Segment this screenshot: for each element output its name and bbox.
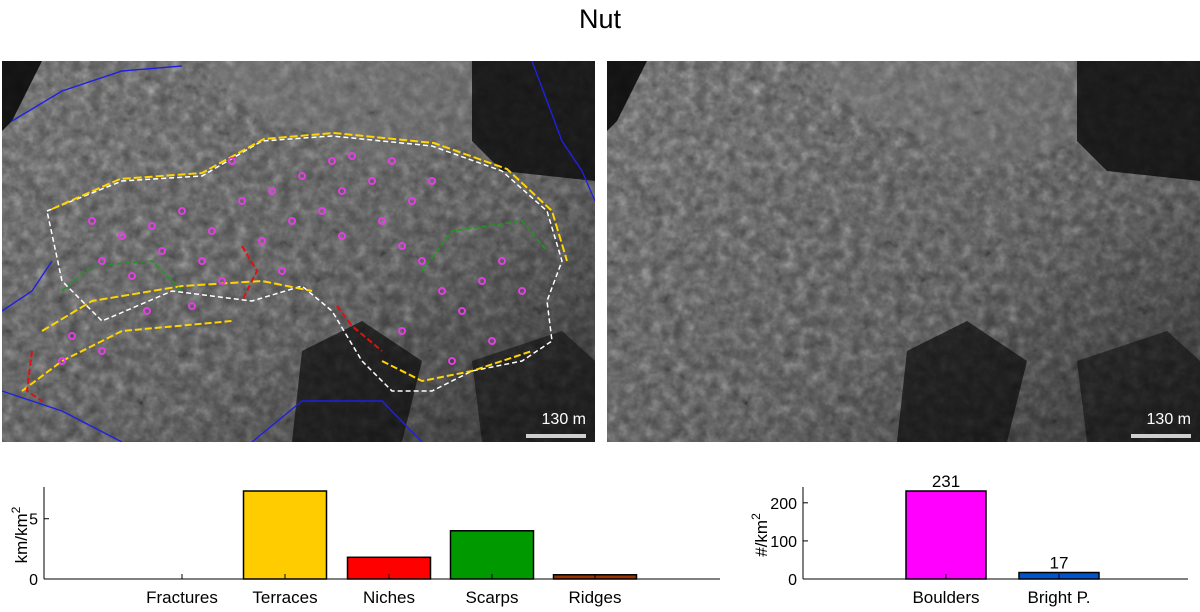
- x-tick-label: Bright P.: [1027, 588, 1090, 607]
- surface-texture-right: [607, 61, 1200, 442]
- bar-terraces: [242, 490, 328, 580]
- y-axis-label: #/km2: [749, 513, 771, 557]
- surface-texture-left: [2, 61, 595, 442]
- scale-label: 130 m: [1146, 411, 1191, 428]
- scale-label: 130 m: [541, 411, 586, 428]
- y-tick-label: 0: [29, 572, 38, 589]
- x-tick-label: Scarps: [466, 588, 519, 607]
- data-label: 17: [1050, 554, 1069, 573]
- y-tick-label: 200: [770, 496, 797, 513]
- figure-title: Nut: [578, 4, 622, 34]
- x-tick-label: Niches: [363, 588, 415, 607]
- data-label: 231: [932, 472, 960, 491]
- x-tick-label: Ridges: [569, 588, 622, 607]
- y-tick-label: 100: [770, 534, 797, 551]
- x-tick-label: Fractures: [146, 588, 218, 607]
- map-image-plain: 130 m: [607, 61, 1200, 442]
- scale-bar: [526, 434, 586, 438]
- scale-bar: [1131, 434, 1191, 438]
- y-tick-label: 5: [29, 512, 38, 529]
- y-tick-label: 0: [788, 572, 797, 589]
- x-tick-label: Boulders: [912, 588, 979, 607]
- y-axis-label: km/km2: [9, 506, 31, 563]
- x-tick-label: Terraces: [252, 588, 317, 607]
- bar-scarps: [449, 530, 535, 580]
- map-image-annotated: 130 m: [2, 61, 595, 442]
- bar-boulders: [905, 490, 987, 580]
